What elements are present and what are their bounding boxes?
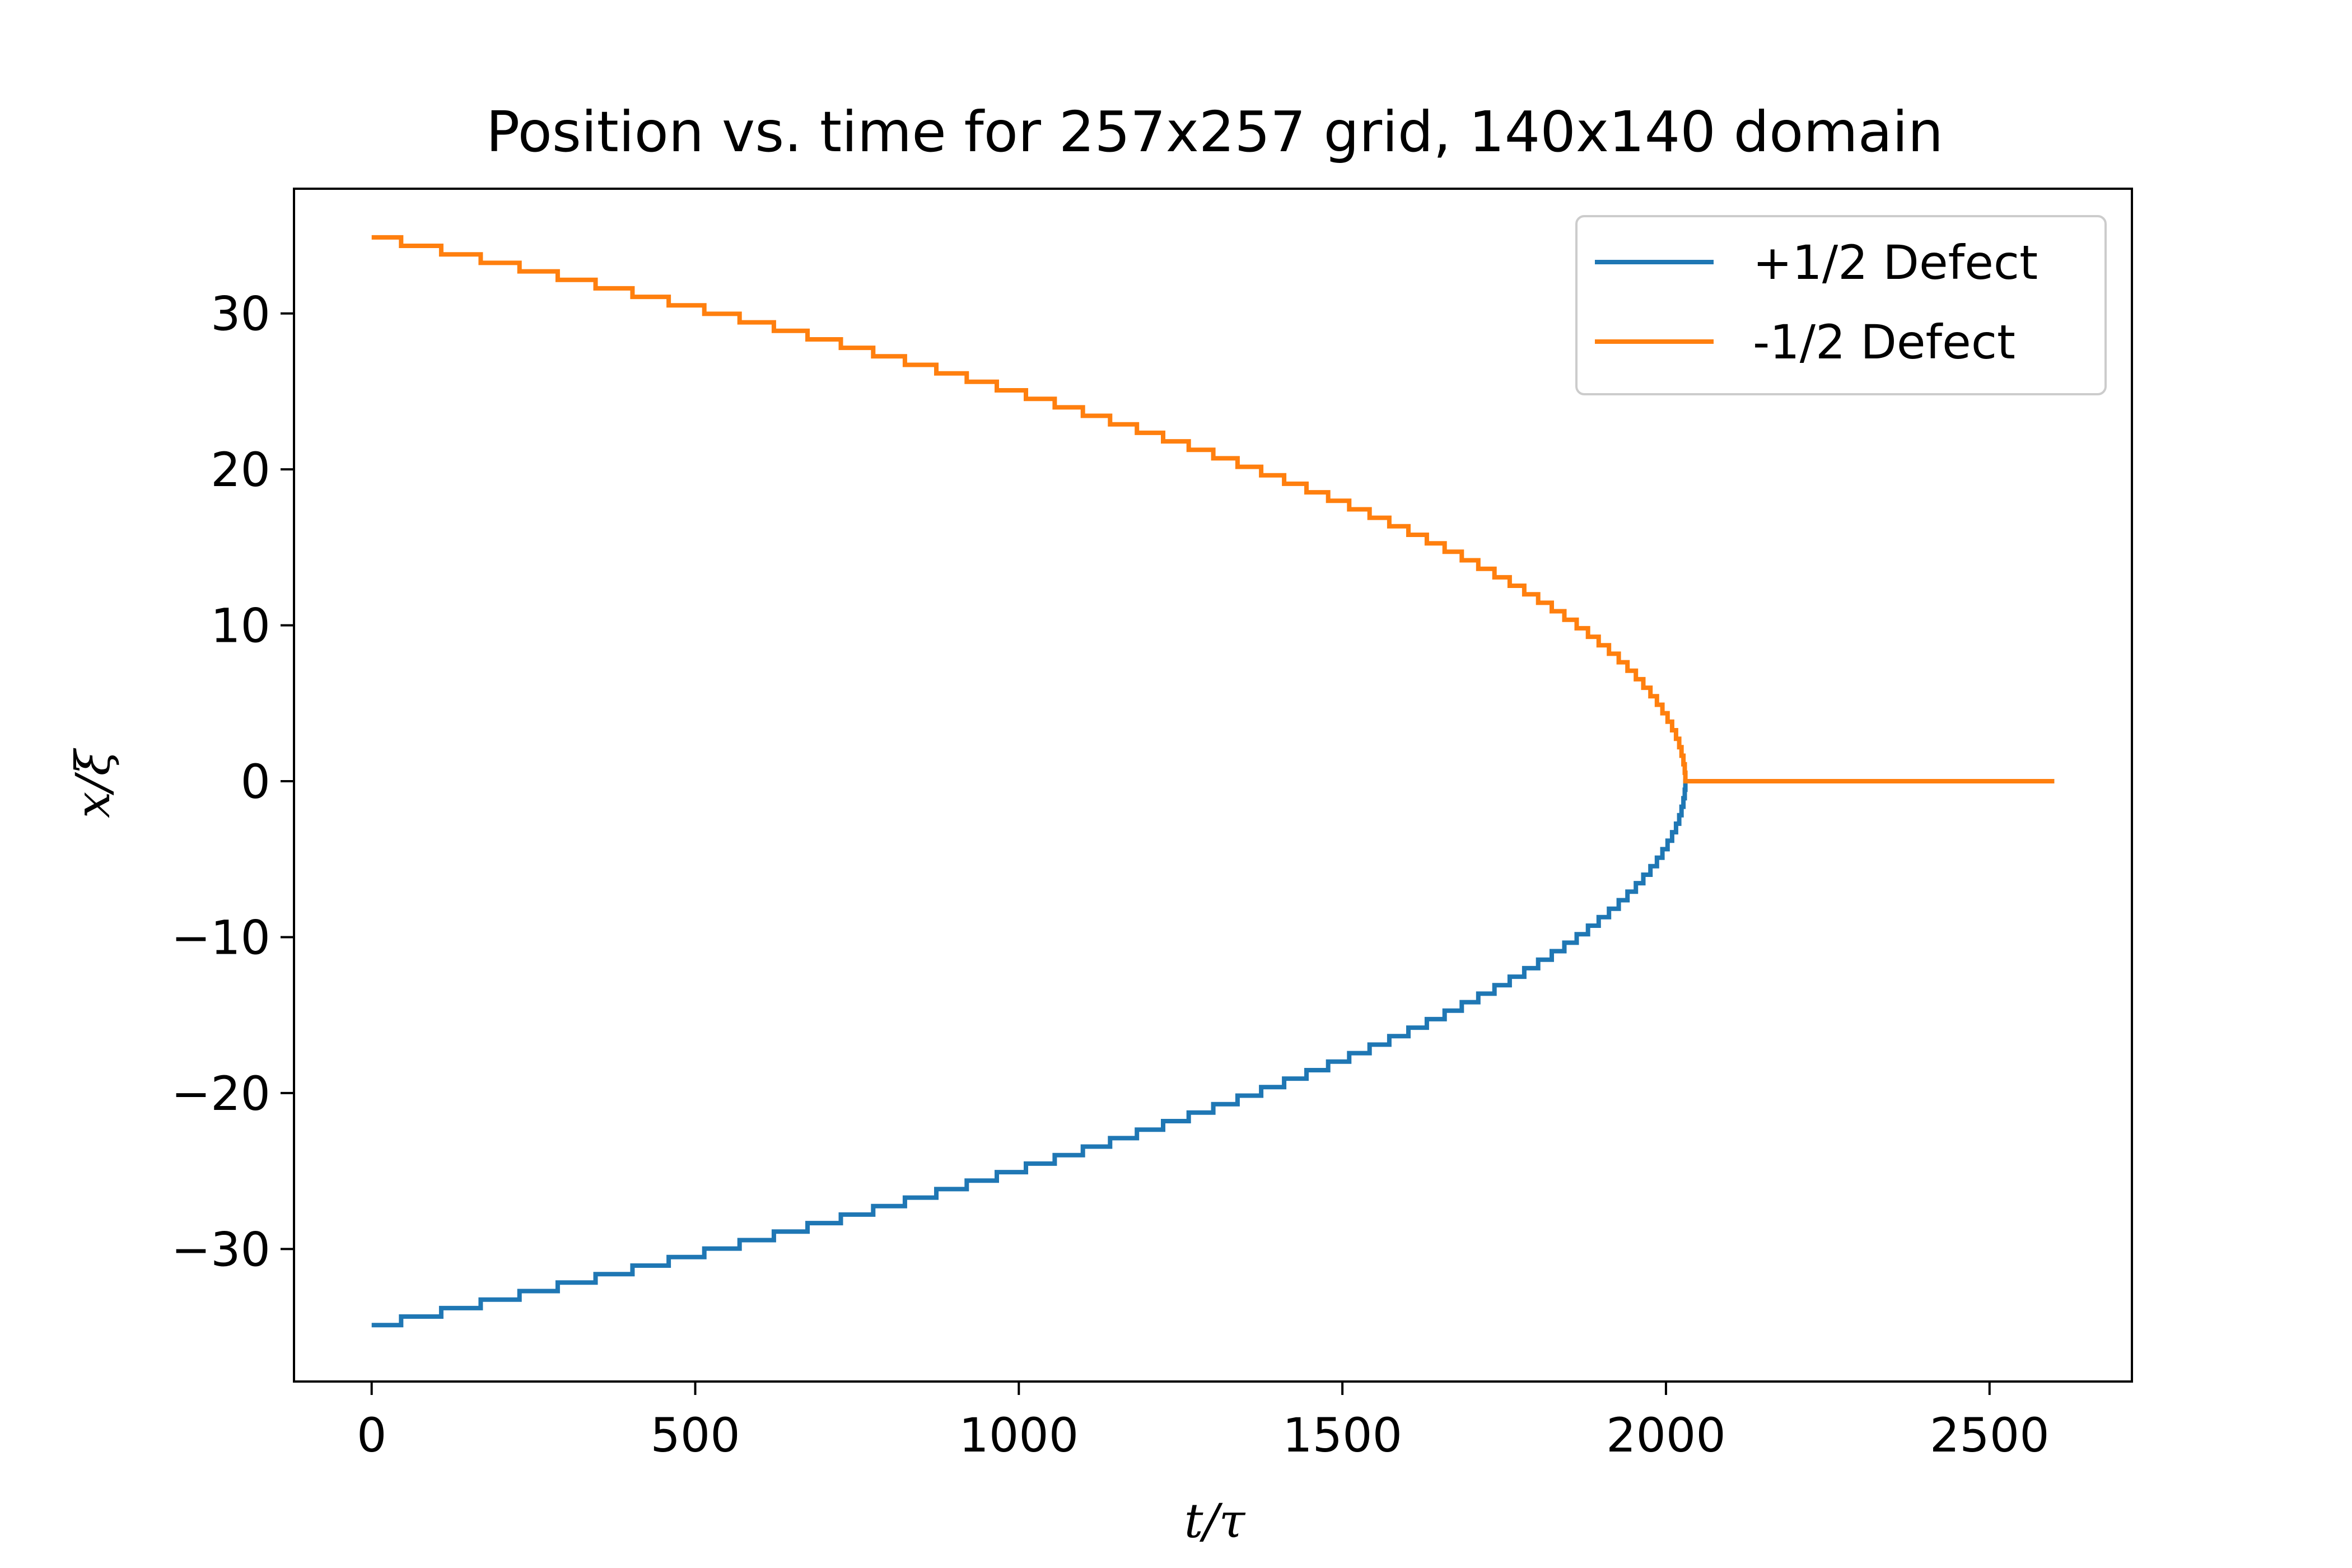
y-tick-label: 30 [211, 287, 270, 342]
x-tick-label: 2500 [1930, 1408, 2050, 1463]
x-axis-label: t/τ [1184, 1494, 1246, 1548]
y-tick-label: −10 [171, 910, 270, 965]
x-tick-label: 1000 [959, 1408, 1079, 1463]
x-axis: 0 500 1000 1500 2000 2500 [357, 1382, 2050, 1463]
y-tick-label: −20 [171, 1066, 270, 1121]
x-tick-label: 500 [650, 1408, 740, 1463]
x-tick-label: 1500 [1282, 1408, 1402, 1463]
y-tick-label: 20 [211, 442, 270, 497]
legend-label-plus-half: +1/2 Defect [1753, 235, 2038, 290]
y-tick-label: −30 [171, 1222, 270, 1277]
y-axis-label: x/ξ [66, 748, 120, 818]
legend: +1/2 Defect -1/2 Defect [1575, 215, 2107, 395]
chart-title: Position vs. time for 257x257 grid, 140x… [486, 99, 1943, 165]
x-tick-label: 0 [357, 1408, 386, 1463]
y-tick-label: 0 [241, 754, 270, 809]
y-tick-label: 10 [211, 599, 270, 654]
x-tick-label: 2000 [1606, 1408, 1726, 1463]
plot-lines [371, 235, 2055, 1328]
y-axis: −30 −20 −10 0 10 20 30 [171, 287, 294, 1277]
series-line-plus-half-defect [371, 779, 2055, 1328]
series-line-minus-half-defect [371, 235, 2055, 783]
plot-frame [293, 188, 2133, 1383]
legend-label-minus-half: -1/2 Defect [1753, 315, 2015, 370]
